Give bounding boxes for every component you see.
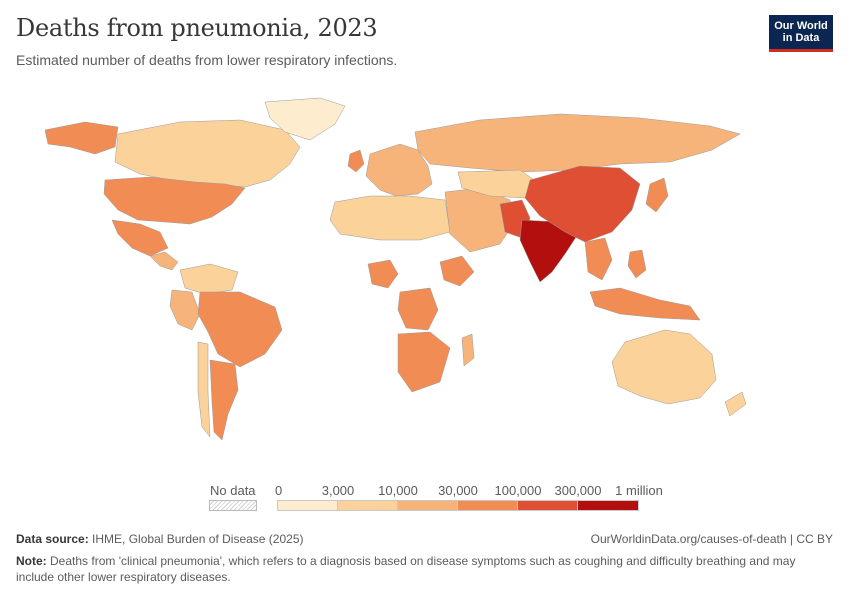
map-region[interactable] xyxy=(111,219,169,257)
chart-subtitle: Estimated number of deaths from lower re… xyxy=(16,52,398,68)
map-region[interactable] xyxy=(627,249,647,279)
legend-bin-swatch[interactable] xyxy=(518,500,578,511)
source-url[interactable]: OurWorldinData.org/causes-of-death | CC … xyxy=(590,532,833,546)
map-region[interactable] xyxy=(439,255,475,287)
map-region[interactable] xyxy=(103,176,246,225)
data-source-label: Data source: xyxy=(16,532,89,546)
owid-logo[interactable]: Our World in Data xyxy=(769,15,833,52)
map-region[interactable] xyxy=(114,119,301,188)
note-text: Deaths from 'clinical pneumonia', which … xyxy=(16,554,796,584)
map-region[interactable] xyxy=(367,259,399,289)
legend-no-data-label: No data xyxy=(210,483,256,498)
data-source: Data source: IHME, Global Burden of Dise… xyxy=(16,532,303,546)
map-region[interactable] xyxy=(149,251,179,271)
legend-bin-swatch[interactable] xyxy=(458,500,518,511)
map-region[interactable] xyxy=(397,287,439,331)
legend-tick-label: 10,000 xyxy=(378,483,418,498)
legend-tick-label: 100,000 xyxy=(494,483,542,498)
map-region[interactable] xyxy=(589,287,701,321)
map-region[interactable] xyxy=(461,333,475,367)
legend-bin-swatch[interactable] xyxy=(398,500,458,511)
legend-tick-label: 1 million xyxy=(615,483,663,498)
map-region[interactable] xyxy=(329,195,451,241)
map-region[interactable] xyxy=(209,359,239,441)
map-region[interactable] xyxy=(44,121,119,155)
map-region[interactable] xyxy=(197,291,283,368)
legend-tick-label: 300,000 xyxy=(554,483,602,498)
legend-tick-label: 0 xyxy=(275,483,283,498)
map-region[interactable] xyxy=(584,237,613,281)
map-region[interactable] xyxy=(347,149,365,173)
legend-bin-swatch[interactable] xyxy=(338,500,398,511)
map-region[interactable] xyxy=(264,97,346,141)
map-region[interactable] xyxy=(611,329,717,405)
legend-bin-swatch[interactable] xyxy=(578,500,639,511)
data-source-text[interactable]: IHME, Global Burden of Disease (2025) xyxy=(92,532,304,546)
chart-note: Note: Deaths from 'clinical pneumonia', … xyxy=(16,553,831,585)
map-region[interactable] xyxy=(397,331,451,393)
legend-tick-label: 30,000 xyxy=(438,483,478,498)
note-label: Note: xyxy=(16,554,47,568)
world-map[interactable] xyxy=(0,92,850,470)
map-region[interactable] xyxy=(645,177,669,213)
map-region[interactable] xyxy=(724,391,747,417)
map-region[interactable] xyxy=(169,289,201,331)
legend-tick-label: 3,000 xyxy=(321,483,355,498)
map-region[interactable] xyxy=(365,143,433,197)
logo-text-line2: in Data xyxy=(782,32,820,44)
logo-text-line1: Our World xyxy=(774,20,828,32)
map-region[interactable] xyxy=(414,113,741,173)
map-region[interactable] xyxy=(179,263,239,295)
map-region[interactable] xyxy=(197,341,211,438)
chart-title: Deaths from pneumonia, 2023 xyxy=(16,14,378,42)
legend-bin-swatch[interactable] xyxy=(277,500,338,511)
legend-no-data-swatch[interactable] xyxy=(209,500,257,511)
map-region[interactable] xyxy=(524,165,641,243)
